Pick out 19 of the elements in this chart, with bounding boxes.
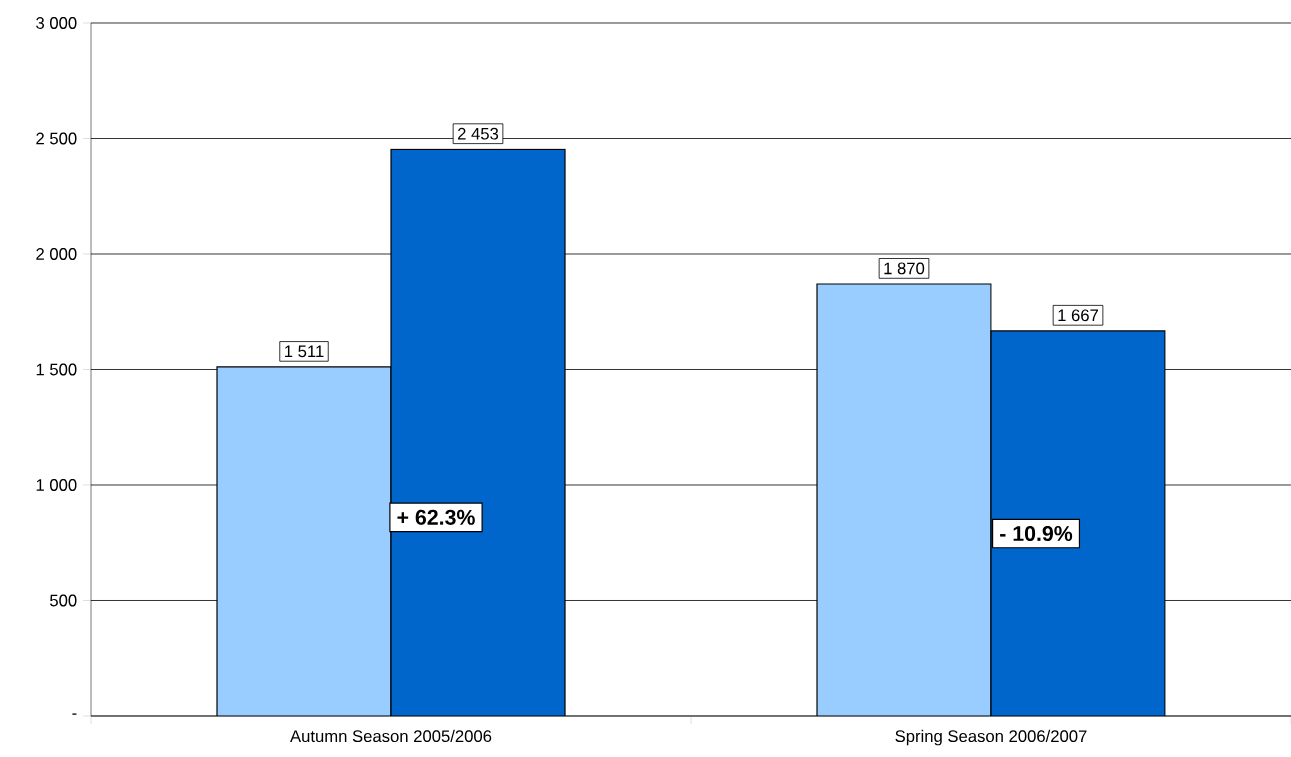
bar xyxy=(990,330,1166,716)
bar xyxy=(216,366,392,716)
y-tick-label: 2 500 xyxy=(36,132,77,145)
y-tick-label: 1 500 xyxy=(36,363,77,376)
data-label: 1 667 xyxy=(1058,309,1098,322)
data-label: 2 453 xyxy=(457,127,499,140)
data-label: 1 511 xyxy=(285,345,324,358)
y-tick-label: 3 000 xyxy=(36,17,77,29)
x-tick-label: Spring Season 2006/2007 xyxy=(895,729,1087,746)
data-label: 1 870 xyxy=(884,262,925,275)
y-tick-label: 500 xyxy=(50,594,77,607)
x-tick-label: Autumn Season 2005/2006 xyxy=(290,729,492,743)
bar xyxy=(816,283,992,716)
annotation: - 10.9% xyxy=(1000,525,1073,542)
y-tick-label: 1 000 xyxy=(36,479,77,491)
y-tick-label: - xyxy=(72,713,77,715)
annotation: + 62.3% xyxy=(397,509,475,525)
y-tick-label: 2 000 xyxy=(36,248,77,260)
bar xyxy=(390,148,566,716)
